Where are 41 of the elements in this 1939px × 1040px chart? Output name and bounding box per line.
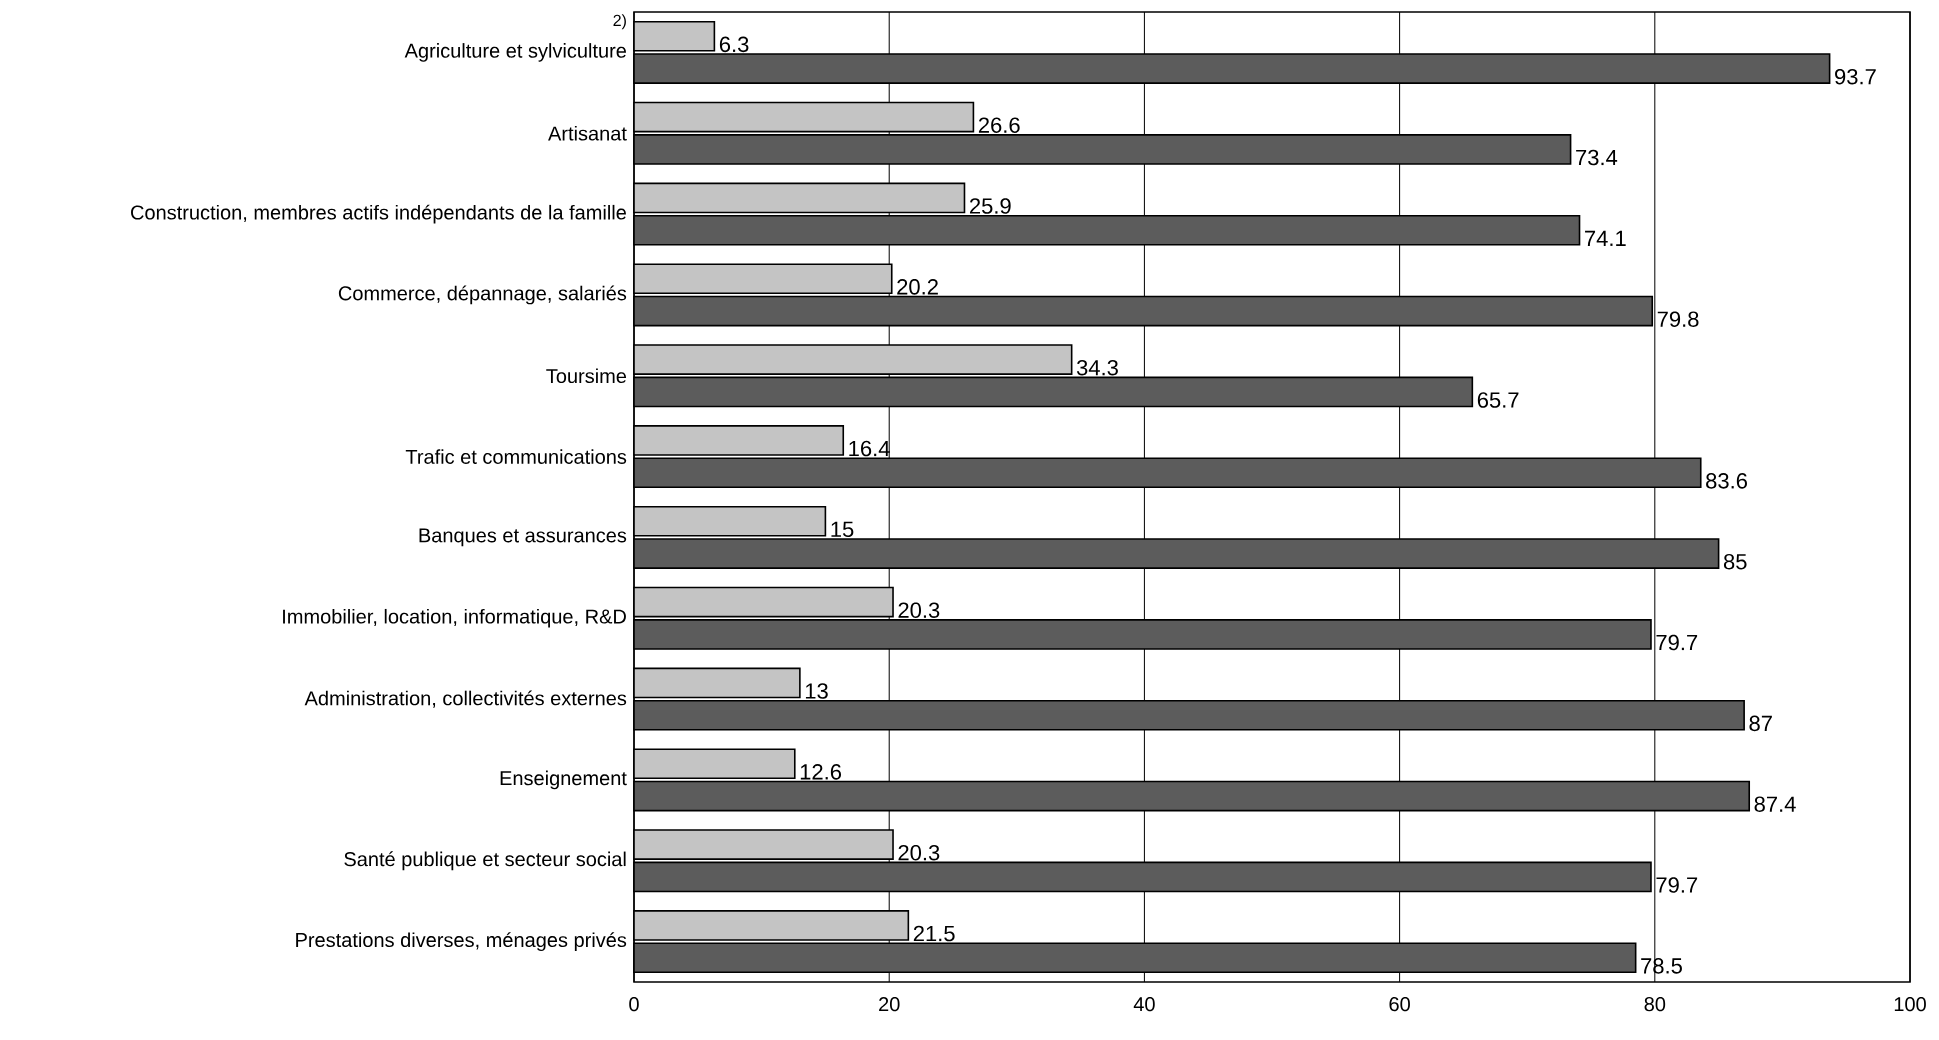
- y-tick-label: Enseignement: [500, 770, 627, 790]
- x-tick-label: 60: [1389, 997, 1410, 1012]
- data-label: 87.4: [1754, 796, 1796, 812]
- data-label: 83.6: [1706, 473, 1747, 489]
- y-tick-label: Santé publique et secteur social: [344, 851, 626, 871]
- y-tick-label: Commerce, dépannage, salariés: [338, 285, 627, 305]
- y-tick-label: Construction, membres actifs indépendants de la famille: [131, 204, 626, 224]
- data-label: 25.9: [969, 198, 1011, 214]
- data-label: 93.7: [1835, 68, 1876, 85]
- data-label: 87: [1749, 715, 1772, 732]
- y-tick-label: Trafic et communications: [405, 449, 627, 464]
- y-tick-label: Agriculture et sylviculture: [404, 43, 626, 62]
- data-label: 73.4: [1576, 149, 1618, 166]
- data-label: 20.2: [897, 279, 938, 295]
- data-label: 20.3: [898, 602, 940, 618]
- x-tick-label: 0: [629, 997, 639, 1012]
- data-label: 65.7: [1477, 392, 1519, 408]
- y-tick-label: Administration, collectivités externes: [304, 690, 627, 708]
- data-label: 79.8: [1657, 311, 1699, 327]
- data-label: 12.6: [800, 764, 842, 780]
- data-label: 34.3: [1076, 359, 1118, 376]
- data-label: 85: [1723, 553, 1747, 570]
- data-label: 21.5: [913, 925, 955, 942]
- x-tick-label: 40: [1133, 997, 1155, 1012]
- data-label: 79.7: [1656, 634, 1698, 651]
- data-label: 74.1: [1585, 230, 1626, 246]
- data-label: 15: [831, 521, 854, 538]
- data-label: 13: [805, 683, 828, 699]
- x-tick-label: 100: [1894, 997, 1926, 1012]
- y-tick-label: Prestations diverses, ménages privés: [296, 932, 627, 952]
- y-tick-label: Artisanat: [548, 125, 627, 141]
- x-tick-label: 20: [879, 997, 900, 1012]
- y-tick-label: Immobilier, location, informatique, R&D: [283, 608, 626, 628]
- data-label: 20.3: [898, 844, 940, 861]
- x-tick-label: 80: [1644, 997, 1666, 1012]
- y-tick-label: Toursime: [546, 368, 627, 384]
- data-label: 26.6: [978, 117, 1020, 133]
- data-label: 79.7: [1656, 877, 1698, 893]
- text: 2): [613, 14, 626, 30]
- y-tick-label: Banques et assurances: [419, 528, 627, 547]
- data-label: 6.3: [719, 36, 749, 53]
